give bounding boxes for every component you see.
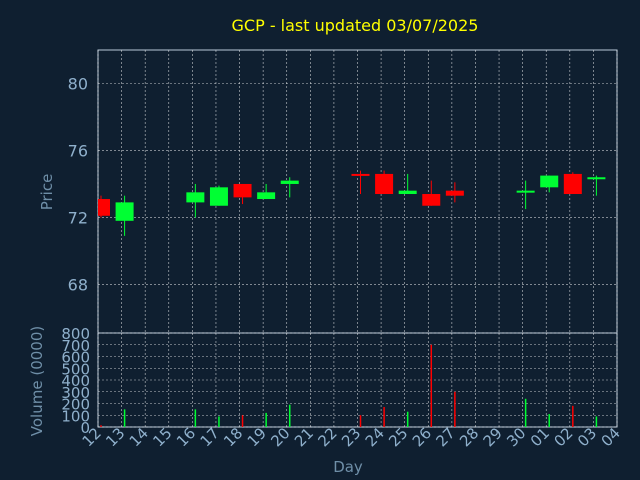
x-tick-label: 30 — [503, 424, 529, 450]
candle-body — [445, 190, 464, 196]
x-axis: 1213141516171819202122232425262728293001… — [79, 424, 624, 450]
volume-bar — [265, 412, 267, 427]
volume-axis-label: Volume (0000) — [28, 326, 46, 436]
candle-body — [209, 187, 228, 206]
volume-tick-label: 500 — [61, 360, 90, 378]
volume-bar — [595, 416, 598, 427]
candle-body — [398, 190, 417, 195]
x-tick-label: 15 — [149, 424, 175, 450]
volume-bar — [454, 391, 456, 427]
x-tick-label: 21 — [291, 424, 317, 450]
volume-bar — [524, 398, 527, 427]
candle-body — [422, 194, 441, 206]
candle-body — [280, 180, 299, 184]
volume-bar — [123, 409, 126, 427]
volume-bar — [383, 407, 385, 427]
volume-bar — [288, 404, 291, 427]
x-tick-label: 14 — [126, 424, 152, 450]
x-tick-label: 20 — [267, 424, 293, 450]
price-tick-label: 80 — [68, 74, 88, 93]
x-tick-label: 03 — [574, 424, 600, 450]
x-tick-label: 13 — [102, 424, 128, 450]
x-tick-label: 22 — [315, 424, 341, 450]
price-tick-label: 76 — [68, 141, 88, 160]
volume-tick-label: 400 — [61, 372, 90, 390]
price-tick-label: 72 — [68, 208, 88, 227]
x-tick-label: 02 — [550, 424, 576, 450]
volume-bar — [406, 411, 409, 427]
volume-bar — [241, 415, 244, 427]
volume-tick-label: 0 — [80, 419, 90, 437]
volume-bar — [548, 414, 550, 427]
candle-body — [587, 177, 606, 180]
x-tick-label: 23 — [338, 424, 364, 450]
candle-body — [375, 173, 394, 195]
x-tick-label: 24 — [362, 424, 388, 450]
x-tick-label: 18 — [220, 424, 246, 450]
x-tick-label: 29 — [480, 424, 506, 450]
x-tick-label: 17 — [197, 424, 223, 450]
candle-body — [115, 202, 134, 221]
volume-tick-label: 200 — [61, 396, 90, 414]
x-tick-label: 27 — [432, 424, 458, 450]
candles-group — [98, 170, 606, 236]
price-panel: 68 72 76 80 — [68, 49, 618, 334]
x-tick-label: 25 — [385, 424, 411, 450]
price-axis-label: Price — [38, 174, 56, 211]
candle-body — [233, 183, 252, 198]
volume-bar — [430, 344, 433, 427]
volume-bar — [572, 405, 574, 427]
x-tick-label: 26 — [409, 424, 435, 450]
x-tick-label: 01 — [527, 424, 553, 450]
volume-tick-label: 700 — [61, 337, 90, 355]
volume-tick-label: 800 — [61, 325, 90, 343]
volume-bar — [218, 416, 220, 427]
candle-body — [257, 192, 276, 200]
volume-tick-label: 100 — [61, 407, 90, 425]
volume-bar — [194, 409, 197, 427]
candle-body — [516, 190, 535, 193]
volume-tick-label: 300 — [61, 384, 90, 402]
candle-body — [186, 192, 205, 203]
candle-body — [540, 175, 559, 188]
candle-body — [98, 199, 110, 216]
price-tick-label: 68 — [68, 275, 88, 294]
x-axis-label: Day — [333, 458, 363, 476]
volume-bar — [359, 415, 362, 427]
volume-bar — [100, 425, 102, 427]
x-tick-label: 16 — [173, 424, 199, 450]
chart-title: GCP - last updated 03/07/2025 — [232, 16, 479, 35]
candle-body — [351, 173, 370, 176]
x-tick-label: 28 — [456, 424, 482, 450]
x-tick-label: 19 — [244, 424, 270, 450]
volume-tick-label: 600 — [61, 349, 90, 367]
candle-body — [563, 173, 582, 195]
x-tick-label: 04 — [598, 424, 624, 450]
